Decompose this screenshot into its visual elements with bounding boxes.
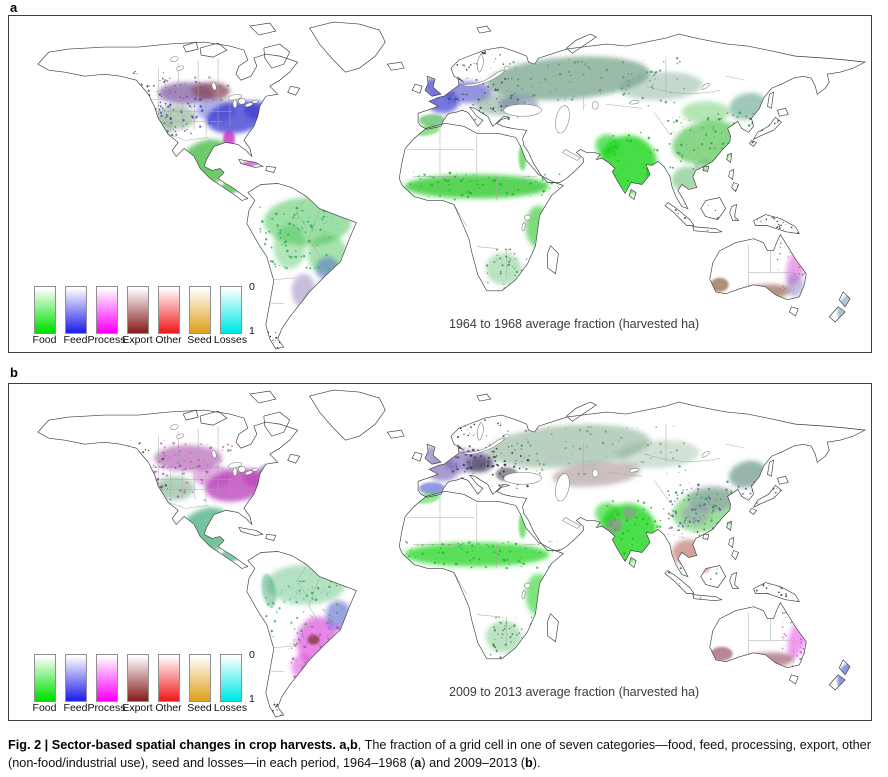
seas-and-lakes — [170, 53, 710, 231]
panel-a-letter: a — [10, 0, 18, 15]
legend-item-losses: Losses — [213, 652, 248, 715]
legend-scale-min: 0 — [249, 281, 255, 293]
region-spain-portugal — [419, 482, 445, 495]
legend-swatch-losses — [220, 654, 242, 702]
legend-item-seed: Seed — [184, 652, 215, 715]
legend-label-process: Process — [87, 334, 126, 346]
legend-label-seed: Seed — [187, 702, 212, 714]
region-spain — [419, 114, 445, 127]
legend-swatch-food — [34, 654, 56, 702]
legend-swatch-feed — [65, 654, 87, 702]
legend-scale-min: 0 — [249, 649, 255, 661]
region-canadian-prairies — [154, 445, 223, 472]
caption-segment-0: Fig. 2 | Sector-based spatial changes in… — [8, 738, 340, 752]
panel-b-letter: b — [10, 365, 18, 380]
legend-label-seed: Seed — [187, 334, 212, 346]
legend-item-export: Export — [122, 652, 153, 715]
legend-label-losses: Losses — [213, 334, 248, 346]
legend-label-food: Food — [32, 702, 57, 714]
legend-item-seed: Seed — [184, 284, 215, 347]
region-andes — [261, 573, 277, 608]
legend-swatch-seed — [189, 654, 211, 702]
legend-item-food: Food — [29, 284, 60, 347]
caption-segment-6: ). — [532, 756, 541, 771]
legend-swatch-export — [127, 286, 149, 334]
legend-label-export: Export — [122, 702, 153, 714]
panel-a-map: Food Feed Process Export Other Seed Losses 0 1 1… — [8, 15, 872, 353]
legend-item-feed: Feed — [60, 284, 91, 347]
legend-swatch-process — [96, 286, 118, 334]
panel-b-map: Food Feed Process Export Other Seed Losses 0 1 2… — [8, 383, 872, 721]
period-label-a: 1964 to 1968 average fraction (harvested… — [449, 317, 700, 331]
legend-item-other: Other — [153, 652, 184, 715]
region-western-us — [154, 476, 195, 501]
legend-scale-max: 1 — [249, 325, 255, 337]
caption-segment-2: , The fraction of a grid cell in one of … — [8, 738, 871, 771]
region-canadian-prairies-east- — [192, 82, 230, 101]
legend-swatch-other — [158, 654, 180, 702]
caption-segment-4: ) and 2009–2013 ( — [421, 756, 526, 771]
caption-segment-5: b — [525, 756, 533, 771]
world-map-2009-2013 — [9, 384, 871, 720]
region-southern-africa — [485, 252, 522, 285]
legend-label-other: Other — [155, 334, 182, 346]
legend-swatch-other — [158, 286, 180, 334]
legend-item-process: Process — [88, 652, 125, 715]
legend-item-export: Export — [122, 284, 153, 347]
legend-label-other: Other — [155, 702, 182, 714]
legend-label-food: Food — [32, 334, 57, 346]
region-russia-belt — [486, 424, 700, 469]
legend-label-losses: Losses — [213, 702, 248, 714]
legend-item-process: Process — [88, 284, 125, 347]
legend-swatch-food — [34, 286, 56, 334]
legend-label-feed: Feed — [63, 334, 88, 346]
legend-item-food: Food — [29, 652, 60, 715]
figure-caption: Fig. 2 | Sector-based spatial changes in… — [8, 736, 874, 772]
world-map-1964-1968 — [9, 16, 871, 352]
legend-item-feed: Feed — [60, 652, 91, 715]
legend-label-feed: Feed — [63, 702, 88, 714]
legend-swatch-feed — [65, 286, 87, 334]
legend-label-process: Process — [87, 702, 126, 714]
coastlines — [37, 389, 867, 718]
admin-borders — [145, 424, 794, 673]
legend-swatch-seed — [189, 286, 211, 334]
legend-item-losses: Losses — [213, 284, 248, 347]
caption-segment-1: a,b — [339, 738, 358, 752]
legend-swatch-export — [127, 654, 149, 702]
seas-and-lakes — [170, 421, 710, 599]
legend-a: Food Feed Process Export Other Seed Losses 0 1 — [29, 281, 260, 347]
coastlines — [37, 21, 867, 350]
region-new-south-wales — [786, 274, 805, 297]
legend-swatch-losses — [220, 286, 242, 334]
legend-scale-max: 1 — [249, 693, 255, 705]
caption-segment-3: a — [414, 756, 422, 771]
region-southern-africa — [485, 620, 522, 653]
admin-borders — [145, 56, 794, 305]
legend-label-export: Export — [122, 334, 153, 346]
legend-swatch-process — [96, 654, 118, 702]
period-label-b: 2009 to 2013 average fraction (harvested… — [449, 685, 700, 699]
legend-item-other: Other — [153, 284, 184, 347]
legend-b: Food Feed Process Export Other Seed Losses 0 1 — [29, 649, 260, 715]
